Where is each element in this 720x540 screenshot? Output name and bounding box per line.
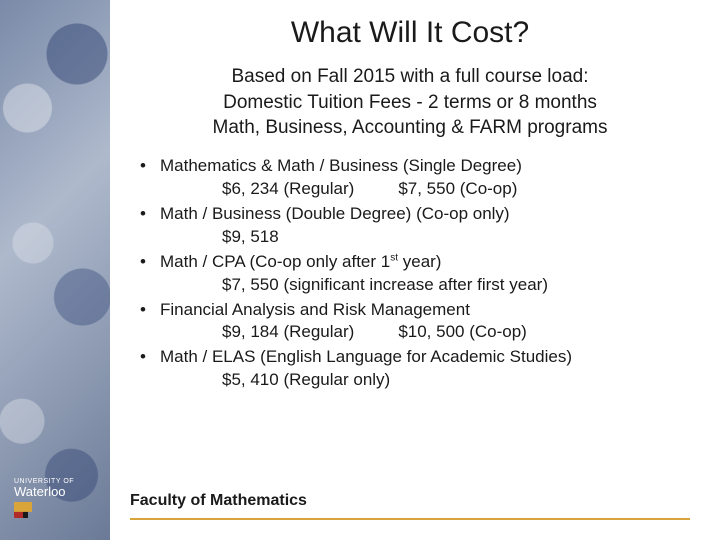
logo-main-text: Waterloo: [14, 484, 104, 499]
item-label: Mathematics & Math / Business (Single De…: [160, 156, 522, 175]
footer: UNIVERSITY OF Waterloo Faculty of Mathem…: [0, 470, 720, 540]
intro-block: Based on Fall 2015 with a full course lo…: [130, 64, 690, 141]
item-label: Math / ELAS (English Language for Academ…: [160, 347, 572, 366]
price-coop: $7, 550 (Co-op): [398, 179, 517, 198]
list-item: Math / Business (Double Degree) (Co-op o…: [138, 203, 690, 249]
price-regular: $9, 184 (Regular): [222, 322, 354, 341]
list-item: Math / CPA (Co-op only after 1st year) $…: [138, 251, 690, 297]
shield-icon: [14, 502, 32, 524]
accent-rule: [130, 518, 690, 520]
item-prices: $9, 518: [160, 226, 690, 249]
intro-line: Domestic Tuition Fees - 2 terms or 8 mon…: [142, 90, 678, 116]
content-area: What Will It Cost? Based on Fall 2015 wi…: [120, 0, 710, 540]
price-single: $5, 410 (Regular only): [222, 370, 390, 389]
item-prices: $7, 550 (significant increase after firs…: [160, 274, 690, 297]
list-item: Financial Analysis and Risk Management $…: [138, 299, 690, 345]
price-regular: $6, 234 (Regular): [222, 179, 354, 198]
slide: What Will It Cost? Based on Fall 2015 wi…: [0, 0, 720, 540]
intro-line: Based on Fall 2015 with a full course lo…: [142, 64, 678, 90]
university-logo: UNIVERSITY OF Waterloo: [14, 478, 104, 528]
price-single: $9, 518: [222, 227, 279, 246]
item-label: Financial Analysis and Risk Management: [160, 300, 470, 319]
item-prices: $5, 410 (Regular only): [160, 369, 690, 392]
price-coop: $10, 500 (Co-op): [398, 322, 527, 341]
item-label: Math / CPA (Co-op only after 1st year): [160, 252, 441, 271]
intro-line: Math, Business, Accounting & FARM progra…: [142, 115, 678, 141]
decorative-sideband: [0, 0, 110, 540]
list-item: Math / ELAS (English Language for Academ…: [138, 346, 690, 392]
item-label: Math / Business (Double Degree) (Co-op o…: [160, 204, 510, 223]
slide-title: What Will It Cost?: [130, 16, 690, 50]
bullet-list: Mathematics & Math / Business (Single De…: [130, 155, 690, 392]
faculty-label: Faculty of Mathematics: [130, 492, 307, 510]
price-single: $7, 550 (significant increase after firs…: [222, 275, 548, 294]
item-prices: $9, 184 (Regular) $10, 500 (Co-op): [160, 321, 690, 344]
item-prices: $6, 234 (Regular) $7, 550 (Co-op): [160, 178, 690, 201]
list-item: Mathematics & Math / Business (Single De…: [138, 155, 690, 201]
